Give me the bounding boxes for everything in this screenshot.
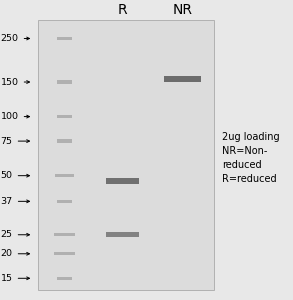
Bar xyxy=(57,200,72,203)
Bar xyxy=(57,277,72,280)
Bar xyxy=(164,76,201,83)
Bar xyxy=(57,115,72,118)
Bar xyxy=(57,140,72,143)
Text: 100: 100 xyxy=(1,112,30,121)
Bar xyxy=(57,80,72,84)
Text: 75: 75 xyxy=(1,136,30,146)
Text: 37: 37 xyxy=(1,197,30,206)
Text: 20: 20 xyxy=(1,249,30,258)
Text: 2ug loading
NR=Non-
reduced
R=reduced: 2ug loading NR=Non- reduced R=reduced xyxy=(222,132,280,184)
Bar xyxy=(38,20,214,290)
Bar xyxy=(54,233,75,236)
Bar xyxy=(54,252,75,255)
Bar xyxy=(106,178,139,184)
Bar xyxy=(55,174,74,177)
Text: R: R xyxy=(118,3,128,17)
Text: 150: 150 xyxy=(1,77,30,86)
Text: 250: 250 xyxy=(1,34,30,43)
Text: 50: 50 xyxy=(1,171,30,180)
Bar xyxy=(106,232,139,237)
Bar xyxy=(57,37,72,40)
Text: NR: NR xyxy=(172,3,193,17)
Text: 15: 15 xyxy=(1,274,30,283)
Text: 25: 25 xyxy=(1,230,30,239)
